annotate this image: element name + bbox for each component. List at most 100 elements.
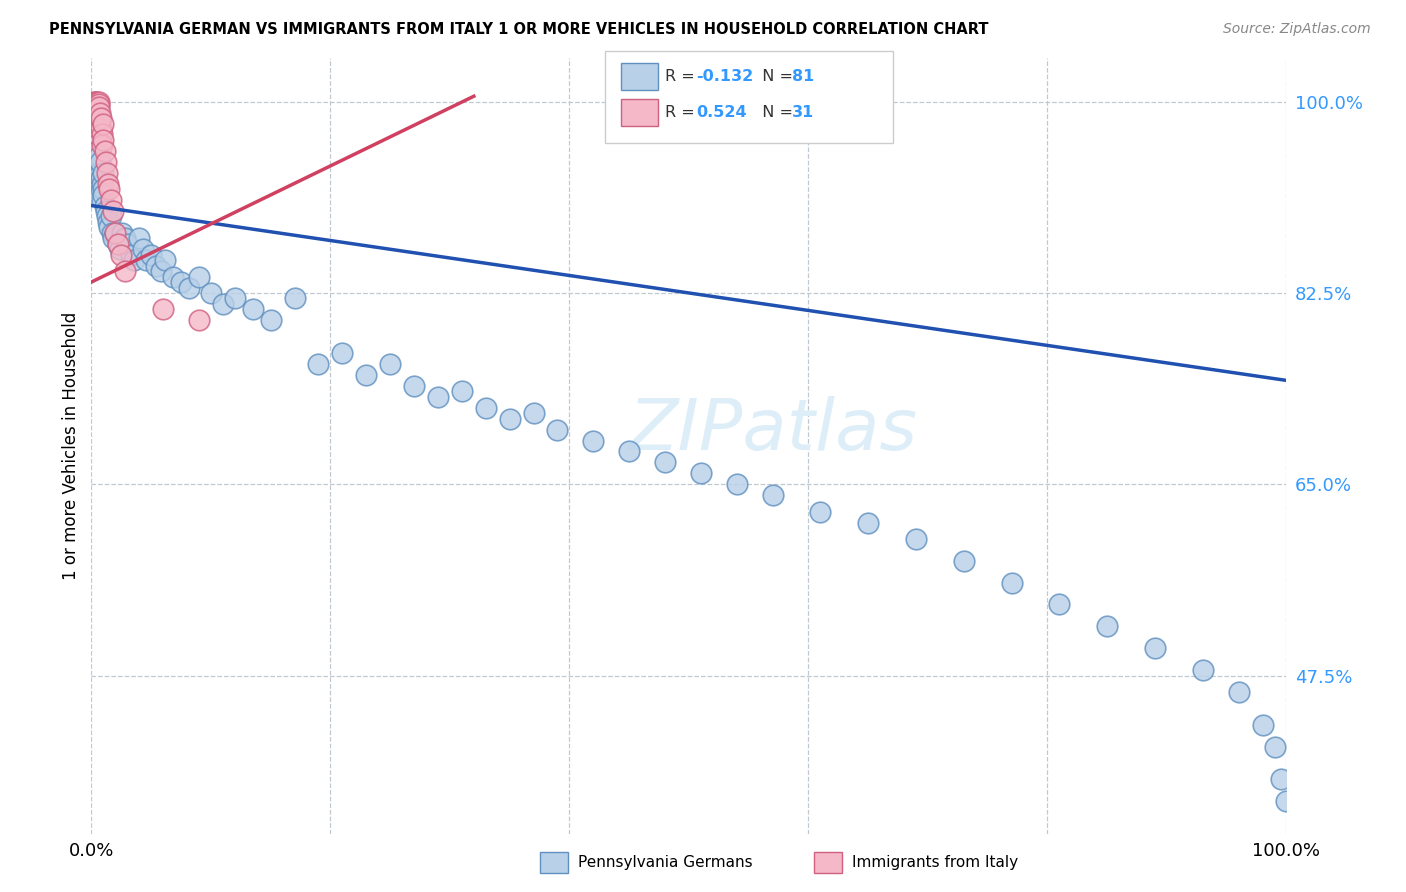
Point xyxy=(100,210,122,224)
Text: 0.524: 0.524 xyxy=(696,105,747,120)
Point xyxy=(725,477,748,491)
Point xyxy=(97,177,120,191)
Point xyxy=(1270,772,1292,787)
Point xyxy=(404,379,426,393)
Point xyxy=(1049,598,1071,612)
Point xyxy=(93,198,115,212)
Point xyxy=(1144,641,1167,656)
Point xyxy=(307,357,329,371)
Point xyxy=(110,248,132,262)
Point xyxy=(332,346,354,360)
Point xyxy=(107,236,129,251)
Point xyxy=(187,269,211,284)
Point xyxy=(107,236,129,251)
Point xyxy=(86,154,108,169)
Point xyxy=(155,253,177,268)
Point xyxy=(84,95,107,109)
Point xyxy=(86,95,108,109)
Point xyxy=(100,193,122,207)
Point xyxy=(89,154,111,169)
Point xyxy=(1097,619,1119,633)
Point xyxy=(86,144,108,158)
Text: Source: ZipAtlas.com: Source: ZipAtlas.com xyxy=(1223,22,1371,37)
Point xyxy=(128,231,150,245)
Text: ZIPatlas: ZIPatlas xyxy=(628,396,917,465)
Point xyxy=(87,161,110,175)
Point xyxy=(86,100,108,114)
Text: -0.132: -0.132 xyxy=(696,70,754,84)
Point xyxy=(619,444,641,458)
Point xyxy=(98,182,121,196)
Point xyxy=(354,368,377,382)
Point xyxy=(1227,685,1250,699)
Point xyxy=(96,210,118,224)
Point xyxy=(93,187,114,202)
Point xyxy=(100,226,122,240)
Point xyxy=(259,313,281,327)
Point xyxy=(93,166,114,180)
Point xyxy=(810,505,832,519)
Point xyxy=(523,406,546,420)
Point xyxy=(162,269,184,284)
Text: Immigrants from Italy: Immigrants from Italy xyxy=(852,855,1018,870)
Point xyxy=(135,253,157,268)
Point xyxy=(120,248,142,262)
Point xyxy=(89,166,111,180)
Point xyxy=(84,100,107,114)
Point xyxy=(93,133,114,147)
Text: Pennsylvania Germans: Pennsylvania Germans xyxy=(578,855,752,870)
Point xyxy=(856,516,880,530)
Point xyxy=(96,166,118,180)
Point xyxy=(84,149,107,163)
Point xyxy=(242,302,264,317)
Point xyxy=(149,264,172,278)
Point xyxy=(89,105,111,120)
Point xyxy=(89,111,111,125)
Point xyxy=(498,411,520,425)
Point xyxy=(94,204,117,219)
Text: PENNSYLVANIA GERMAN VS IMMIGRANTS FROM ITALY 1 OR MORE VEHICLES IN HOUSEHOLD COR: PENNSYLVANIA GERMAN VS IMMIGRANTS FROM I… xyxy=(49,22,988,37)
Point xyxy=(98,220,121,235)
Point xyxy=(87,95,110,109)
Point xyxy=(1251,717,1274,731)
Point xyxy=(170,275,193,289)
Point xyxy=(90,122,112,136)
Point xyxy=(474,401,498,415)
Point xyxy=(179,280,201,294)
Point xyxy=(224,292,246,306)
Point xyxy=(141,248,162,262)
Point xyxy=(1275,794,1298,808)
Point xyxy=(97,215,120,229)
Point xyxy=(91,138,114,153)
Point xyxy=(1001,575,1024,590)
Text: 31: 31 xyxy=(792,105,814,120)
Point xyxy=(87,100,110,114)
Point xyxy=(104,226,127,240)
Point xyxy=(152,302,174,317)
Point xyxy=(91,193,114,207)
Point xyxy=(90,171,112,186)
Point xyxy=(547,423,569,437)
Point xyxy=(108,242,131,256)
Point xyxy=(654,455,676,469)
Text: R =: R = xyxy=(665,105,700,120)
Point xyxy=(111,226,134,240)
Point xyxy=(115,236,138,251)
Point xyxy=(84,166,107,180)
Point xyxy=(83,161,105,175)
Text: N =: N = xyxy=(752,70,799,84)
Point xyxy=(953,554,976,568)
Point xyxy=(90,182,112,196)
Point xyxy=(761,488,783,502)
Y-axis label: 1 or more Vehicles in Household: 1 or more Vehicles in Household xyxy=(62,312,80,580)
Point xyxy=(87,149,110,163)
Point xyxy=(93,144,115,158)
Point xyxy=(83,95,105,109)
Point xyxy=(284,292,307,306)
Point xyxy=(84,95,107,109)
Point xyxy=(114,264,136,278)
Point xyxy=(211,297,233,311)
Point xyxy=(200,285,222,300)
Point xyxy=(91,128,114,142)
Point xyxy=(104,226,127,240)
